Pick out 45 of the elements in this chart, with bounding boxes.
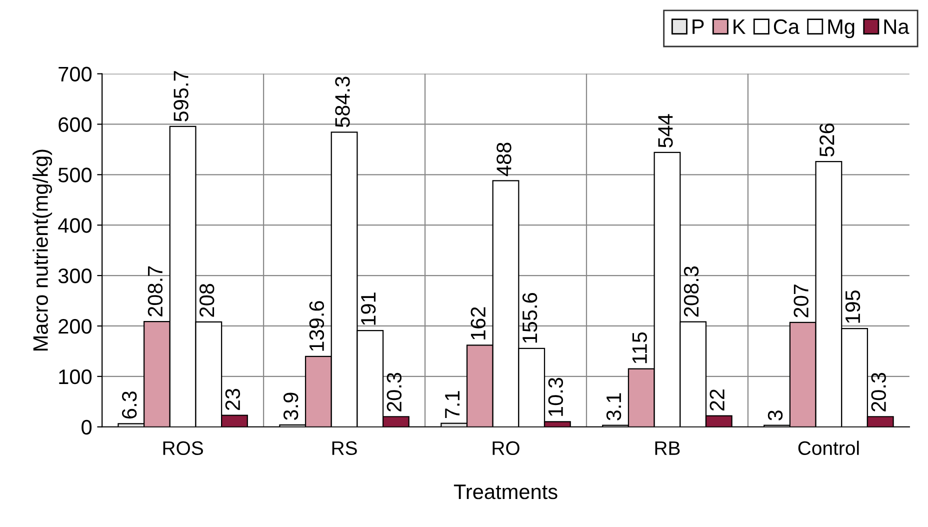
data-label: 3 bbox=[768, 410, 783, 420]
x-tick-label: RB bbox=[655, 441, 680, 455]
data-label: 207 bbox=[794, 284, 808, 318]
data-label: 208 bbox=[199, 284, 214, 317]
data-label: 595.7 bbox=[174, 71, 188, 122]
data-label: 191 bbox=[360, 292, 376, 325]
data-label: 488 bbox=[496, 142, 512, 176]
x-tick-label: ROS bbox=[163, 441, 203, 456]
x-axis-title: Treatments bbox=[454, 484, 558, 500]
data-label: 195 bbox=[845, 290, 860, 323]
y-tick-label: 300 bbox=[58, 268, 92, 284]
data-label: 155.6 bbox=[522, 293, 538, 343]
legend-label: Na bbox=[884, 20, 910, 34]
data-label: 6.3 bbox=[122, 391, 137, 418]
data-label: 162 bbox=[470, 307, 486, 340]
y-axis-title: Macro nutrient(mg/kg) bbox=[32, 150, 52, 350]
data-label: 3.1 bbox=[606, 393, 622, 420]
data-label: 23 bbox=[225, 388, 240, 410]
y-tick-label: 400 bbox=[58, 218, 92, 233]
data-label: 20.3 bbox=[386, 372, 402, 412]
legend-label: K bbox=[734, 20, 746, 34]
data-label: 526 bbox=[820, 124, 834, 157]
y-tick-label: 600 bbox=[58, 117, 92, 132]
x-tick-label: RS bbox=[332, 441, 357, 456]
y-tick-label: 700 bbox=[58, 66, 92, 82]
data-label: 7.1 bbox=[445, 391, 460, 418]
y-tick-label: 200 bbox=[58, 318, 92, 334]
data-label: 139.6 bbox=[309, 301, 324, 351]
data-label: 20.3 bbox=[871, 372, 886, 412]
x-tick-label: Control bbox=[798, 440, 859, 456]
data-label: 208.3 bbox=[684, 266, 699, 317]
data-label: 544 bbox=[658, 114, 673, 148]
data-label: 115 bbox=[632, 332, 647, 364]
y-tick-label: 0 bbox=[82, 420, 92, 435]
data-label: 208.7 bbox=[148, 266, 163, 316]
y-tick-label: 100 bbox=[59, 369, 92, 384]
data-label: 10.3 bbox=[548, 378, 564, 416]
y-tick-label: 500 bbox=[58, 168, 92, 182]
data-label: 584.3 bbox=[335, 76, 350, 128]
legend-label: P bbox=[692, 20, 704, 34]
legend-label: Ca bbox=[774, 19, 800, 34]
data-label: 22 bbox=[710, 389, 724, 411]
x-tick-label: RO bbox=[492, 441, 520, 456]
legend-label: Mg bbox=[828, 20, 854, 38]
data-label: 3.9 bbox=[283, 392, 298, 420]
